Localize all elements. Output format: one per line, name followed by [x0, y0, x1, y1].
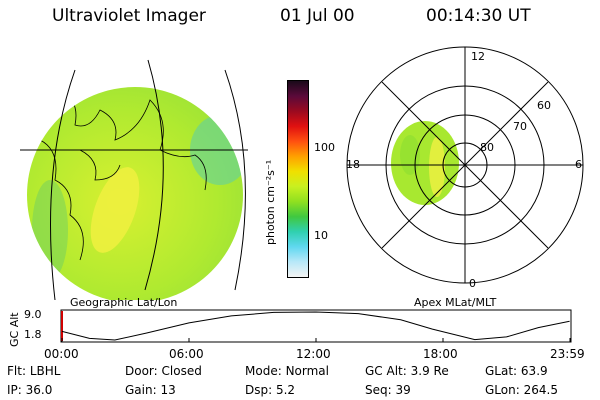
altitude-xtick-0600: 06:00	[169, 347, 204, 361]
lat-label-80: 80	[480, 141, 494, 154]
date-label: 01 Jul 00	[280, 6, 355, 26]
altitude-xtick-2359: 23:59	[550, 347, 585, 361]
mlt-label-0: 0	[469, 277, 476, 290]
status-seq: Seq: 39	[365, 383, 411, 397]
altitude-axis-label: GC Alt	[8, 312, 21, 347]
status-glat: GLat: 63.9	[485, 364, 548, 378]
geographic-image	[20, 59, 248, 300]
status-glon: GLon: 264.5	[485, 383, 558, 397]
mlt-label-6: 6	[575, 158, 582, 171]
status-dsp: Dsp: 5.2	[245, 383, 296, 397]
altitude-series-line	[61, 311, 570, 341]
altitude-xtick-1800: 18:00	[423, 347, 458, 361]
altitude-x-ticks	[61, 338, 571, 342]
colorbar-tick-100: 100	[314, 141, 335, 154]
lat-label-60: 60	[537, 99, 551, 112]
mlt-label-12: 12	[471, 50, 485, 63]
colorbar-tick-10: 10	[314, 229, 328, 242]
mlt-label-18: 18	[346, 158, 360, 171]
colorbar-gradient	[288, 81, 308, 277]
status-gain: Gain: 13	[125, 383, 176, 397]
polar-caption: Apex MLat/MLT	[414, 296, 497, 309]
altitude-ytick-1-8: 1.8	[24, 328, 42, 341]
status-mode: Mode: Normal	[245, 364, 329, 378]
polar-plot: 12 18 6 0 60 70 80	[346, 46, 584, 290]
status-door: Door: Closed	[125, 364, 202, 378]
app-title: Ultraviolet Imager	[52, 6, 206, 26]
status-flt: Flt: LBHL	[7, 364, 61, 378]
time-label: 00:14:30 UT	[426, 6, 531, 26]
altitude-xtick-1200: 12:00	[296, 347, 331, 361]
altitude-xtick-0000: 00:00	[44, 347, 79, 361]
altitude-ytick-9: 9.0	[24, 308, 42, 321]
colorbar-unit-label: photon cm⁻²s⁻¹	[264, 159, 277, 245]
geo-caption: Geographic Lat/Lon	[70, 296, 178, 309]
colorbar	[287, 80, 309, 278]
status-ip: IP: 36.0	[7, 383, 53, 397]
altitude-plot	[60, 309, 572, 343]
lat-label-70: 70	[513, 120, 527, 133]
status-gc-alt: GC Alt: 3.9 Re	[365, 364, 449, 378]
